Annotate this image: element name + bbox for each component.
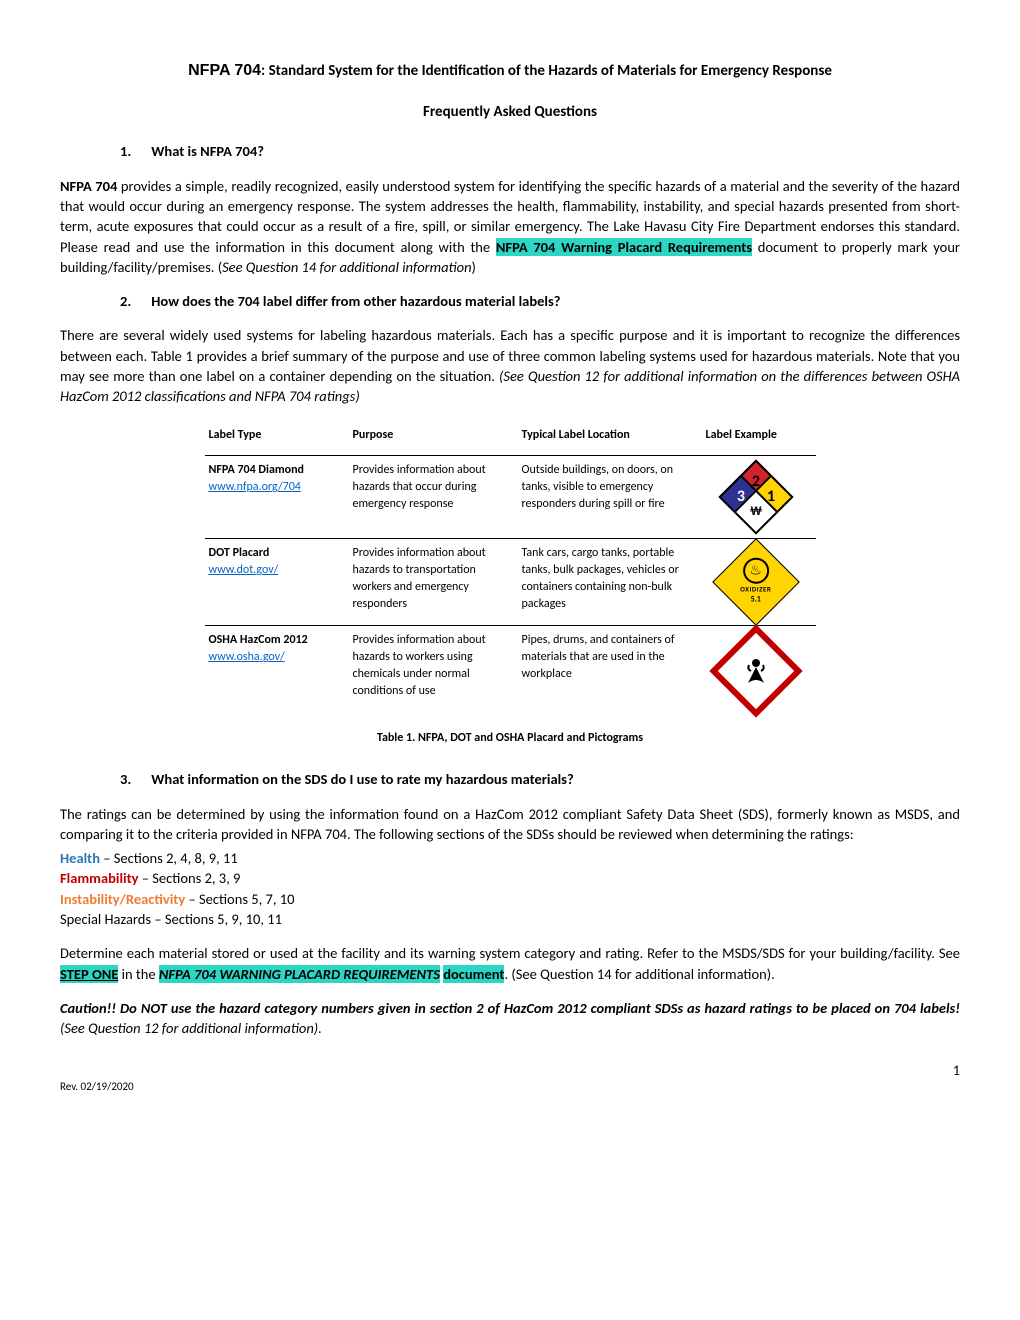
flame-circle-icon: ♨ — [742, 558, 768, 584]
caution-line: Caution!! Do NOT use the hazard category… — [60, 998, 960, 1039]
q3-text: What information on the SDS do I use to … — [151, 770, 573, 788]
r0-link[interactable]: www.nfpa.org/704 — [209, 480, 301, 494]
answer-3-determine: Determine each material stored or used a… — [60, 943, 960, 984]
r2-label: OSHA HazCom 2012 — [209, 633, 308, 647]
caution-b: (See Question 12 for additional informat… — [60, 1019, 322, 1037]
question-2: 2. How does the 704 label differ from ot… — [120, 291, 960, 311]
p4-d: . (See Question 14 for additional inform… — [504, 965, 774, 983]
cell-example: ♨ OXIDIZER 5.1 — [702, 539, 816, 626]
cell-example — [702, 626, 816, 717]
answer-2: There are several widely used systems fo… — [60, 325, 960, 406]
a1-c: ) — [472, 258, 476, 276]
question-1: 1. What is NFPA 704? — [120, 141, 960, 161]
a1-it: See Question 14 for additional informati… — [222, 258, 471, 276]
revision-date: Rev. 02/19/2020 — [60, 1080, 134, 1093]
doc-title: NFPA 704: Standard System for the Identi… — [60, 60, 960, 82]
sds-flam-label: Flammability — [60, 869, 138, 887]
nfpa-diamond-icon: 2 3 1 ₩ — [721, 462, 791, 532]
a1-hl: NFPA 704 Warning Placard Requirements — [496, 238, 752, 256]
r2-link[interactable]: www.osha.gov/ — [209, 650, 285, 664]
p4-hl2: NFPA 704 WARNING PLACARD REQUIREMENTS — [159, 965, 440, 983]
sds-inst-rest: – Sections 5, 7, 10 — [185, 890, 294, 908]
sds-health-rest: – Sections 2, 4, 8, 9, 11 — [100, 849, 238, 867]
cell-example: 2 3 1 ₩ — [702, 456, 816, 539]
table-row: DOT Placard www.dot.gov/ Provides inform… — [205, 539, 816, 626]
caution-a: Caution!! Do NOT use the hazard category… — [60, 999, 960, 1017]
p4-a: Determine each material stored or used a… — [60, 944, 960, 962]
answer-3-intro: The ratings can be determined by using t… — [60, 804, 960, 845]
r0-label: NFPA 704 Diamond — [209, 463, 304, 477]
answer-1: NFPA 704 provides a simple, readily reco… — [60, 176, 960, 277]
th-example: Label Example — [702, 421, 816, 456]
r1-label: DOT Placard — [209, 546, 270, 560]
cell-purpose: Provides information about hazards to tr… — [349, 539, 518, 626]
p4-hl3: document — [443, 965, 504, 983]
nfpa-bottom: ₩ — [749, 503, 761, 521]
title-rest: : Standard System for the Identification… — [261, 62, 832, 80]
cell-purpose: Provides information about hazards to wo… — [349, 626, 518, 717]
sds-health-label: Health — [60, 849, 100, 867]
q2-text: How does the 704 label differ from other… — [151, 292, 560, 310]
page-number: 1 — [953, 1061, 960, 1081]
table-caption: Table 1. NFPA, DOT and OSHA Placard and … — [60, 730, 960, 747]
sds-flam-rest: – Sections 2, 3, 9 — [138, 869, 240, 887]
a1-lead: NFPA 704 — [60, 177, 117, 195]
cell-label-type: NFPA 704 Diamond www.nfpa.org/704 — [205, 456, 349, 539]
th-label-type: Label Type — [205, 421, 349, 456]
page-footer: 1 Rev. 02/19/2020 — [60, 1079, 960, 1094]
sds-special: Special Hazards – Sections 5, 9, 10, 11 — [60, 909, 960, 929]
dot-num: 5.1 — [740, 595, 771, 606]
q2-num: 2. — [120, 291, 148, 311]
dot-placard-icon: ♨ OXIDIZER 5.1 — [712, 539, 800, 627]
cell-label-type: DOT Placard www.dot.gov/ — [205, 539, 349, 626]
p4-b: in the — [118, 965, 158, 983]
cell-purpose: Provides information about hazards that … — [349, 456, 518, 539]
cell-label-type: OSHA HazCom 2012 www.osha.gov/ — [205, 626, 349, 717]
q1-text: What is NFPA 704? — [151, 142, 264, 160]
q3-num: 3. — [120, 769, 148, 789]
table-row: OSHA HazCom 2012 www.osha.gov/ Provides … — [205, 626, 816, 717]
p4-hl1: STEP ONE — [60, 965, 118, 983]
cell-location: Pipes, drums, and containers of material… — [518, 626, 702, 717]
ghs-pictogram-icon — [709, 625, 802, 718]
question-3: 3. What information on the SDS do I use … — [120, 769, 960, 789]
title-prefix: NFPA 704 — [188, 62, 261, 79]
doc-subtitle: Frequently Asked Questions — [60, 102, 960, 123]
label-table: Label Type Purpose Typical Label Locatio… — [205, 421, 816, 717]
sds-sections: Health – Sections 2, 4, 8, 9, 11 Flammab… — [60, 848, 960, 929]
th-purpose: Purpose — [349, 421, 518, 456]
table-row: NFPA 704 Diamond www.nfpa.org/704 Provid… — [205, 456, 816, 539]
cell-location: Outside buildings, on doors, on tanks, v… — [518, 456, 702, 539]
th-location: Typical Label Location — [518, 421, 702, 456]
table-header-row: Label Type Purpose Typical Label Locatio… — [205, 421, 816, 456]
r1-link[interactable]: www.dot.gov/ — [209, 563, 279, 577]
q1-num: 1. — [120, 141, 148, 161]
sds-inst-label: Instability/Reactivity — [60, 890, 185, 908]
cell-location: Tank cars, cargo tanks, portable tanks, … — [518, 539, 702, 626]
